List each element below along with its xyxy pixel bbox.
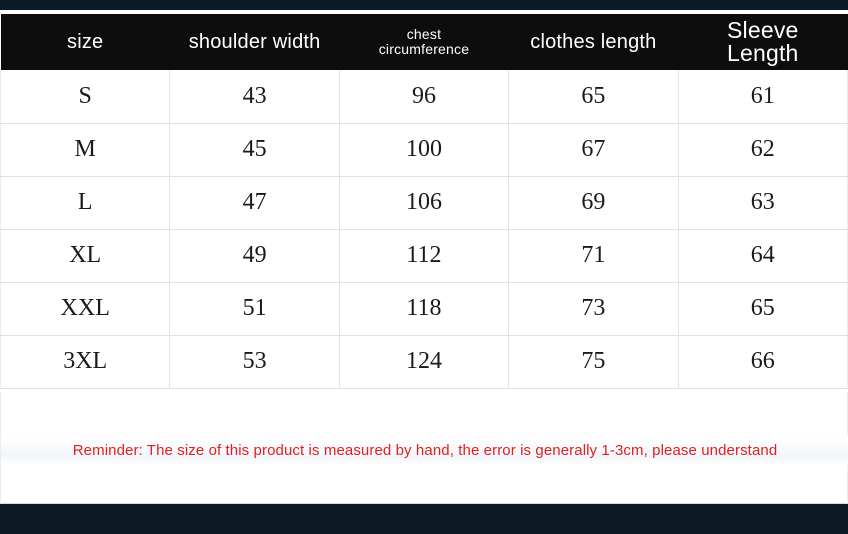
cell-chest-circumference: 124	[338, 335, 510, 389]
cell-clothes-length: 75	[508, 335, 679, 389]
top-navy-band	[0, 0, 848, 10]
cell-sleeve-length: 64	[677, 229, 848, 283]
table-body: S 43 96 65 61 M 45 100 67 62 L 47 106 69…	[0, 70, 848, 389]
top-divider	[0, 10, 848, 14]
column-header-shoulder-width: shoulder width	[188, 30, 321, 53]
reminder-area: Reminder: The size of this product is me…	[0, 392, 848, 504]
chest-header-line-1: chest	[406, 26, 442, 43]
cell-size: XL	[0, 229, 171, 283]
cell-size: 3XL	[0, 335, 171, 389]
cell-clothes-length: 73	[508, 282, 679, 336]
table-row: S 43 96 65 61	[0, 70, 848, 124]
column-header-chest-circumference: chest circumference	[339, 14, 508, 70]
cell-size: XXL	[0, 282, 171, 336]
cell-clothes-length: 65	[508, 70, 679, 124]
cell-size: L	[0, 176, 171, 230]
cell-shoulder-width: 47	[169, 176, 340, 230]
table-row: 3XL 53 124 75 66	[0, 335, 848, 389]
cell-sleeve-length: 65	[677, 282, 848, 336]
cell-sleeve-length: 63	[677, 176, 848, 230]
table-row: XL 49 112 71 64	[0, 229, 848, 283]
cell-sleeve-length: 61	[677, 70, 848, 124]
table-row: XXL 51 118 73 65	[0, 282, 848, 336]
cell-shoulder-width: 43	[169, 70, 340, 124]
cell-clothes-length: 71	[508, 229, 679, 283]
reminder-text: Reminder: The size of this product is me…	[1, 436, 848, 465]
cell-chest-circumference: 106	[338, 176, 510, 230]
cell-shoulder-width: 53	[169, 335, 340, 389]
cell-chest-circumference: 112	[338, 229, 510, 283]
size-chart-table: size shoulder width chest circumference …	[0, 14, 848, 389]
column-header-sleeve-length: Sleeve Length	[678, 14, 847, 70]
cell-sleeve-length: 62	[677, 123, 848, 177]
sleeve-header-line-2: Length	[727, 40, 799, 66]
table-row: M 45 100 67 62	[0, 123, 848, 177]
cell-clothes-length: 69	[508, 176, 679, 230]
chest-header-line-2: circumference	[378, 41, 470, 57]
cell-size: S	[0, 70, 171, 124]
cell-clothes-length: 67	[508, 123, 679, 177]
table-row: L 47 106 69 63	[0, 176, 848, 230]
cell-shoulder-width: 45	[169, 123, 340, 177]
column-header-size: size	[67, 30, 104, 53]
cell-sleeve-length: 66	[677, 335, 848, 389]
cell-size: M	[0, 123, 171, 177]
bottom-navy-band	[0, 504, 848, 534]
cell-chest-circumference: 96	[338, 70, 510, 124]
cell-chest-circumference: 118	[338, 282, 510, 336]
column-header-clothes-length: clothes length	[530, 30, 657, 53]
cell-shoulder-width: 49	[169, 229, 340, 283]
cell-chest-circumference: 100	[338, 123, 510, 177]
table-header-row: size shoulder width chest circumference …	[0, 14, 848, 70]
sleeve-header-line-1: Sleeve	[727, 17, 799, 43]
cell-shoulder-width: 51	[169, 282, 340, 336]
